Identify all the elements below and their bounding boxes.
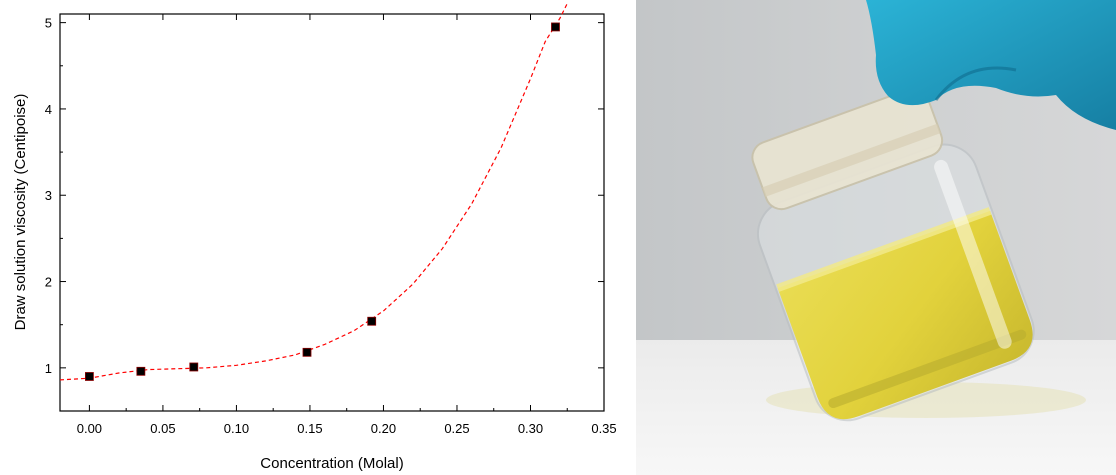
data-point: [551, 22, 560, 32]
x-tick-label: 0.20: [371, 421, 396, 436]
glove-fold: [934, 66, 1017, 101]
plot-frame: [59, 13, 605, 412]
x-tick-label: 0.35: [591, 421, 616, 436]
x-tick-label: 0.25: [444, 421, 469, 436]
data-point: [367, 316, 377, 326]
x-tick-label: 0.15: [297, 421, 322, 436]
viscosity-chart: 0.00 0.05 0.10 0.15 0.20 0.25 0.30 0.35 1 2 3 4 5 Co…: [12, 3, 617, 472]
data-point: [302, 347, 312, 357]
blue-glove: [866, 0, 1116, 130]
x-tick-label: 0.00: [77, 421, 102, 436]
jar-illustration: [636, 0, 1116, 475]
data-point: [136, 366, 146, 376]
fit-curve: [59, 3, 568, 381]
x-axis-title: Concentration (Molal): [260, 455, 403, 472]
x-tick-label: 0.30: [518, 421, 543, 436]
glass-highlight: [934, 159, 1012, 349]
y-tick-label: 5: [45, 16, 52, 31]
x-tick-label: 0.05: [150, 421, 175, 436]
jar-photo: [636, 0, 1116, 475]
y-tick-label: 2: [45, 275, 52, 290]
jar-base-ring: [828, 329, 1027, 409]
glass-jar: [751, 87, 1035, 422]
data-point: [85, 372, 94, 381]
y-tick-label: 1: [45, 361, 52, 376]
data-point: [189, 362, 199, 372]
y-tick-label: 4: [45, 102, 52, 117]
y-axis-title: Draw solution viscosity (Centipoise): [12, 94, 29, 331]
x-tick-label: 0.10: [224, 421, 249, 436]
liquid-surface-band: [776, 207, 992, 292]
y-tick-label: 3: [45, 188, 52, 203]
lid-rim: [762, 123, 941, 197]
